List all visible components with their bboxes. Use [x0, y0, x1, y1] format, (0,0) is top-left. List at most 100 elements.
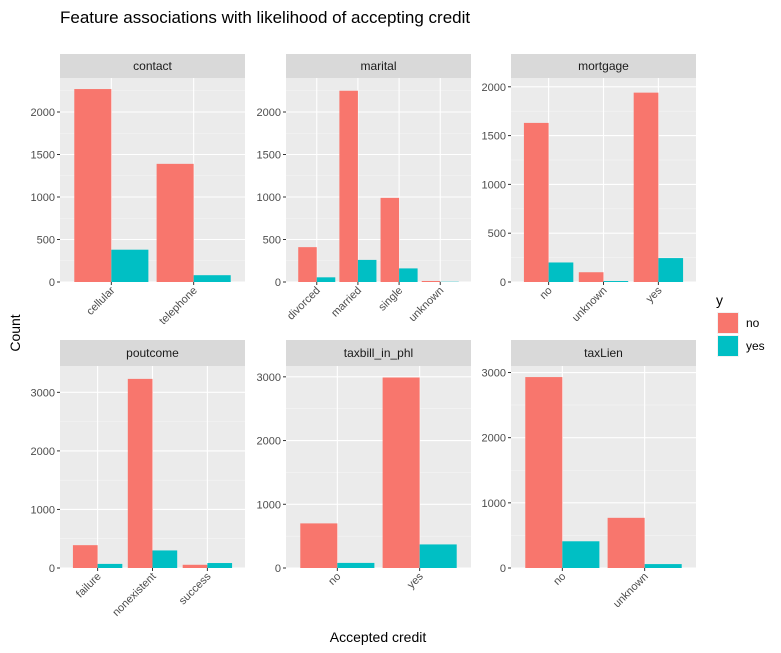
x-tick-label: unknown: [407, 285, 447, 325]
x-tick-label: unknown: [570, 285, 610, 325]
bar-marital-single-yes: [399, 268, 418, 282]
facet-strip-label: mortgage: [578, 59, 629, 73]
y-tick-label: 500: [263, 235, 281, 247]
facet-strip-label: contact: [133, 59, 172, 73]
x-tick-label: nonexistent: [110, 571, 158, 619]
x-tick-label: telephone: [157, 285, 200, 328]
x-tick-label: yes: [644, 284, 665, 305]
bar-marital-married-yes: [357, 259, 377, 282]
bar-mortgage-yes-yes: [658, 258, 684, 282]
bar-mortgage-yes-no: [633, 92, 659, 283]
y-tick-label: 1500: [257, 150, 281, 162]
y-tick-label: 2000: [31, 107, 55, 119]
legend-title: y: [716, 292, 723, 308]
legend-key-yes: [718, 336, 738, 356]
bar-contact-cellular-no: [74, 89, 112, 282]
x-tick-label: cellular: [84, 284, 117, 317]
y-tick-label: 2000: [257, 107, 281, 119]
y-tick-label: 2000: [482, 82, 506, 94]
y-tick-label: 0: [49, 277, 55, 289]
bar-poutcome-success-yes: [207, 563, 233, 568]
x-tick-label: failure: [74, 571, 104, 601]
legend-key-no: [718, 313, 738, 333]
bar-contact-telephone-no: [156, 163, 194, 282]
x-tick-label: no: [538, 285, 555, 302]
facet-strip-label: poutcome: [126, 346, 179, 360]
facet-strip-label: taxbill_in_phl: [344, 346, 413, 360]
facet-panel-poutcome: poutcome 0 1000 2000 3000 failure nonexistent s…: [31, 340, 245, 619]
y-axis-label: Count: [7, 314, 23, 351]
facet-strip: [286, 54, 471, 78]
bar-poutcome-failure-no: [72, 545, 98, 568]
facet-strip: [511, 54, 696, 78]
x-tick-label: no: [326, 571, 343, 588]
y-tick-label: 0: [275, 563, 281, 575]
bar-mortgage-no-yes: [548, 262, 574, 282]
bar-taxbill_in_phl-no-yes: [337, 562, 375, 568]
x-tick-label: no: [551, 571, 568, 588]
bar-poutcome-failure-yes: [97, 563, 123, 568]
bar-marital-unknown-no: [421, 280, 441, 282]
facet-strip-label: taxLien: [584, 346, 623, 360]
bar-marital-married-no: [339, 90, 358, 282]
y-tick-label: 1000: [31, 192, 55, 204]
y-tick-label: 500: [488, 228, 506, 240]
y-tick-label: 3000: [257, 372, 281, 384]
legend-label-yes: yes: [746, 339, 765, 353]
x-tick-label: unknown: [611, 571, 651, 611]
facet-panel-mortgage: mortgage 0 500 1000 1500 2000 no unknown yes: [482, 54, 696, 324]
y-tick-label: 1000: [31, 504, 55, 516]
y-tick-label: 1500: [482, 131, 506, 143]
facet-panel-marital: marital 0 500 1000 1500 2000 divorced married si…: [257, 54, 471, 324]
y-tick-label: 1000: [257, 192, 281, 204]
facet-panel-taxbill_in_phl: taxbill_in_phl 0 1000 2000 3000 no yes: [257, 340, 471, 591]
facet-strip-label: marital: [360, 59, 396, 73]
y-tick-label: 3000: [482, 368, 506, 380]
y-tick-label: 500: [37, 235, 55, 247]
legend-label-no: no: [746, 316, 760, 330]
y-tick-label: 2000: [31, 446, 55, 458]
y-tick-label: 1000: [482, 179, 506, 191]
bar-taxbill_in_phl-yes-no: [382, 377, 420, 568]
bar-marital-single-no: [380, 197, 400, 282]
bar-taxLien-unknown-no: [607, 517, 645, 568]
bar-taxbill_in_phl-yes-yes: [419, 544, 457, 568]
x-tick-label: yes: [405, 570, 426, 591]
y-tick-label: 0: [49, 563, 55, 575]
facets-layer: contact 0 500 1000 1500 2000 cellular telephone…: [31, 54, 696, 619]
bar-poutcome-success-no: [182, 564, 208, 568]
legend: y no yes: [716, 292, 765, 357]
bar-taxLien-no-no: [525, 377, 563, 568]
x-tick-label: married: [329, 285, 364, 320]
facet-strip: [511, 340, 696, 366]
x-tick-label: divorced: [285, 285, 323, 323]
y-tick-label: 2000: [257, 436, 281, 448]
facet-panel-contact: contact 0 500 1000 1500 2000 cellular telephone: [31, 54, 245, 327]
y-tick-label: 0: [275, 277, 281, 289]
bar-contact-cellular-yes: [111, 249, 149, 282]
facet-strip: [286, 340, 471, 366]
bar-mortgage-unknown-no: [578, 272, 604, 282]
y-tick-label: 3000: [31, 387, 55, 399]
facet-strip: [60, 340, 245, 366]
x-axis-label: Accepted credit: [330, 629, 427, 645]
chart-title: Feature associations with likelihood of …: [60, 8, 470, 27]
bar-taxLien-no-yes: [562, 541, 600, 568]
bar-mortgage-unknown-yes: [603, 281, 629, 282]
bar-marital-divorced-no: [298, 247, 317, 282]
bar-taxLien-unknown-yes: [644, 564, 682, 568]
bar-contact-telephone-yes: [193, 275, 231, 282]
x-tick-label: success: [177, 570, 214, 607]
y-tick-label: 1000: [257, 499, 281, 511]
x-tick-label: single: [376, 285, 405, 314]
facet-strip: [60, 54, 245, 78]
bar-poutcome-nonexistent-no: [127, 378, 153, 568]
facet-panel-taxLien: taxLien 0 1000 2000 3000 no unknown: [482, 340, 696, 610]
bar-taxbill_in_phl-no-no: [300, 523, 338, 568]
y-tick-label: 2000: [482, 433, 506, 445]
bar-mortgage-no-no: [523, 122, 549, 282]
y-tick-label: 0: [500, 563, 506, 575]
y-tick-label: 1500: [31, 150, 55, 162]
y-tick-label: 1000: [482, 498, 506, 510]
